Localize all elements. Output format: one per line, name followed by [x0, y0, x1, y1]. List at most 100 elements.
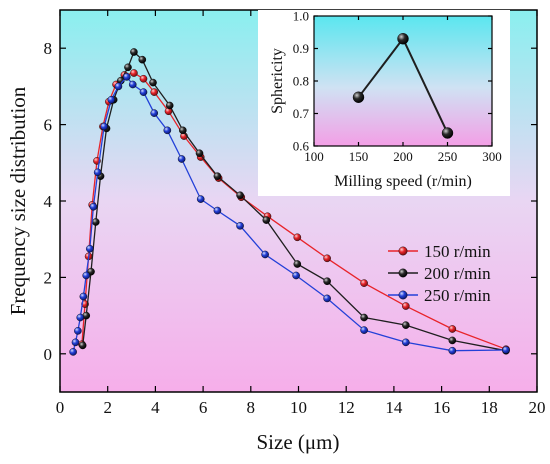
data-point — [78, 341, 87, 350]
inset-y-tick-label: 0.7 — [293, 106, 310, 121]
inset-axes: 100 150 200 250 300 0.6 0.7 0.8 0.9 1.0 — [293, 9, 502, 164]
inset-data-point — [441, 127, 454, 139]
data-point — [402, 321, 410, 329]
legend-item-0: 150 r/min — [388, 242, 491, 261]
legend-marker — [398, 246, 408, 256]
inset-series — [352, 33, 454, 139]
data-point — [448, 336, 457, 345]
data-point — [139, 88, 148, 96]
data-point — [448, 325, 457, 333]
series-line-0 — [81, 72, 507, 350]
legend-label: 200 r/min — [424, 264, 491, 283]
x-tick-label: 18 — [481, 398, 498, 417]
x-tick-label: 16 — [433, 398, 450, 417]
legend-item-1: 200 r/min — [388, 264, 491, 283]
data-point — [91, 218, 100, 226]
inset-data-point — [397, 33, 409, 45]
data-point — [262, 216, 271, 224]
inset-x-tick-label: 250 — [438, 149, 458, 164]
inset-x-tick-label: 150 — [349, 149, 369, 164]
y-tick-label: 8 — [44, 39, 53, 58]
data-point — [448, 346, 457, 355]
data-point — [69, 348, 77, 356]
legend-label: 250 r/min — [424, 286, 491, 305]
data-point — [177, 155, 186, 163]
x-tick-label: 14 — [385, 398, 403, 417]
data-point — [138, 55, 147, 64]
data-point — [360, 313, 368, 322]
data-point — [402, 302, 410, 310]
inset-y-tick-label: 1.0 — [293, 9, 309, 24]
x-tick-label: 20 — [529, 398, 546, 417]
inset-y-tick-label: 0.6 — [293, 139, 310, 154]
data-point — [236, 191, 244, 200]
data-point — [293, 260, 302, 268]
data-point — [139, 74, 148, 83]
data-point — [165, 101, 174, 110]
legend-marker — [398, 290, 408, 300]
legend-marker — [398, 268, 408, 278]
legend: 150 r/min 200 r/min 250 r/min — [388, 242, 491, 305]
data-point — [360, 326, 368, 334]
series-line-2 — [72, 75, 507, 353]
x-tick-label: 2 — [103, 398, 112, 417]
legend-label: 150 r/min — [424, 242, 491, 261]
y-tick-label: 4 — [44, 192, 53, 211]
inset-x-tick-label: 200 — [393, 149, 413, 164]
data-point — [89, 202, 98, 211]
x-tick-label: 6 — [199, 398, 208, 417]
data-point — [74, 327, 82, 335]
data-point — [114, 82, 123, 91]
data-point — [130, 48, 138, 56]
y-tick-label: 6 — [44, 116, 53, 135]
data-point — [179, 126, 187, 135]
main-series — [69, 48, 510, 356]
data-point — [76, 313, 85, 322]
x-axis-title: Size (μm) — [257, 430, 340, 454]
data-point — [124, 63, 132, 72]
x-tick-label: 8 — [247, 398, 256, 417]
data-point — [122, 73, 131, 81]
data-point — [128, 80, 137, 89]
data-point — [323, 294, 331, 303]
data-point — [163, 126, 172, 135]
data-point — [323, 254, 331, 263]
data-point — [360, 279, 368, 287]
data-point — [149, 78, 157, 87]
inset-y-axis-title: Sphericity — [269, 48, 286, 114]
data-point — [196, 195, 205, 203]
data-point — [82, 271, 91, 280]
inset-y-tick-label: 0.8 — [293, 74, 309, 89]
inset-x-tick-label: 300 — [482, 149, 502, 164]
data-point — [323, 277, 331, 286]
data-point — [150, 109, 159, 117]
inset-x-axis-title: Milling speed (r/min) — [334, 173, 472, 190]
data-point — [213, 206, 222, 215]
data-point — [86, 244, 94, 253]
x-tick-label: 0 — [56, 398, 65, 417]
data-point — [71, 338, 80, 347]
y-tick-label: 0 — [44, 345, 53, 364]
data-point — [292, 271, 300, 280]
data-point — [236, 222, 244, 230]
inset-x-tick-label: 100 — [304, 149, 324, 164]
y-axis-title: Frequency size distribution — [6, 86, 30, 315]
x-tick-label: 12 — [338, 398, 355, 417]
series-line-1 — [82, 50, 507, 352]
data-point — [402, 338, 410, 347]
data-point — [195, 149, 204, 158]
data-point — [93, 168, 102, 177]
data-point — [261, 250, 269, 259]
legend-item-2: 250 r/min — [388, 286, 491, 305]
data-point — [130, 69, 138, 77]
data-point — [150, 88, 159, 96]
data-point — [100, 122, 108, 131]
y-tick-label: 2 — [44, 268, 53, 287]
data-point — [213, 172, 222, 180]
x-tick-label: 10 — [290, 398, 307, 417]
x-tick-label: 4 — [151, 398, 160, 417]
data-point — [502, 346, 510, 354]
inset-data-point — [352, 91, 365, 103]
